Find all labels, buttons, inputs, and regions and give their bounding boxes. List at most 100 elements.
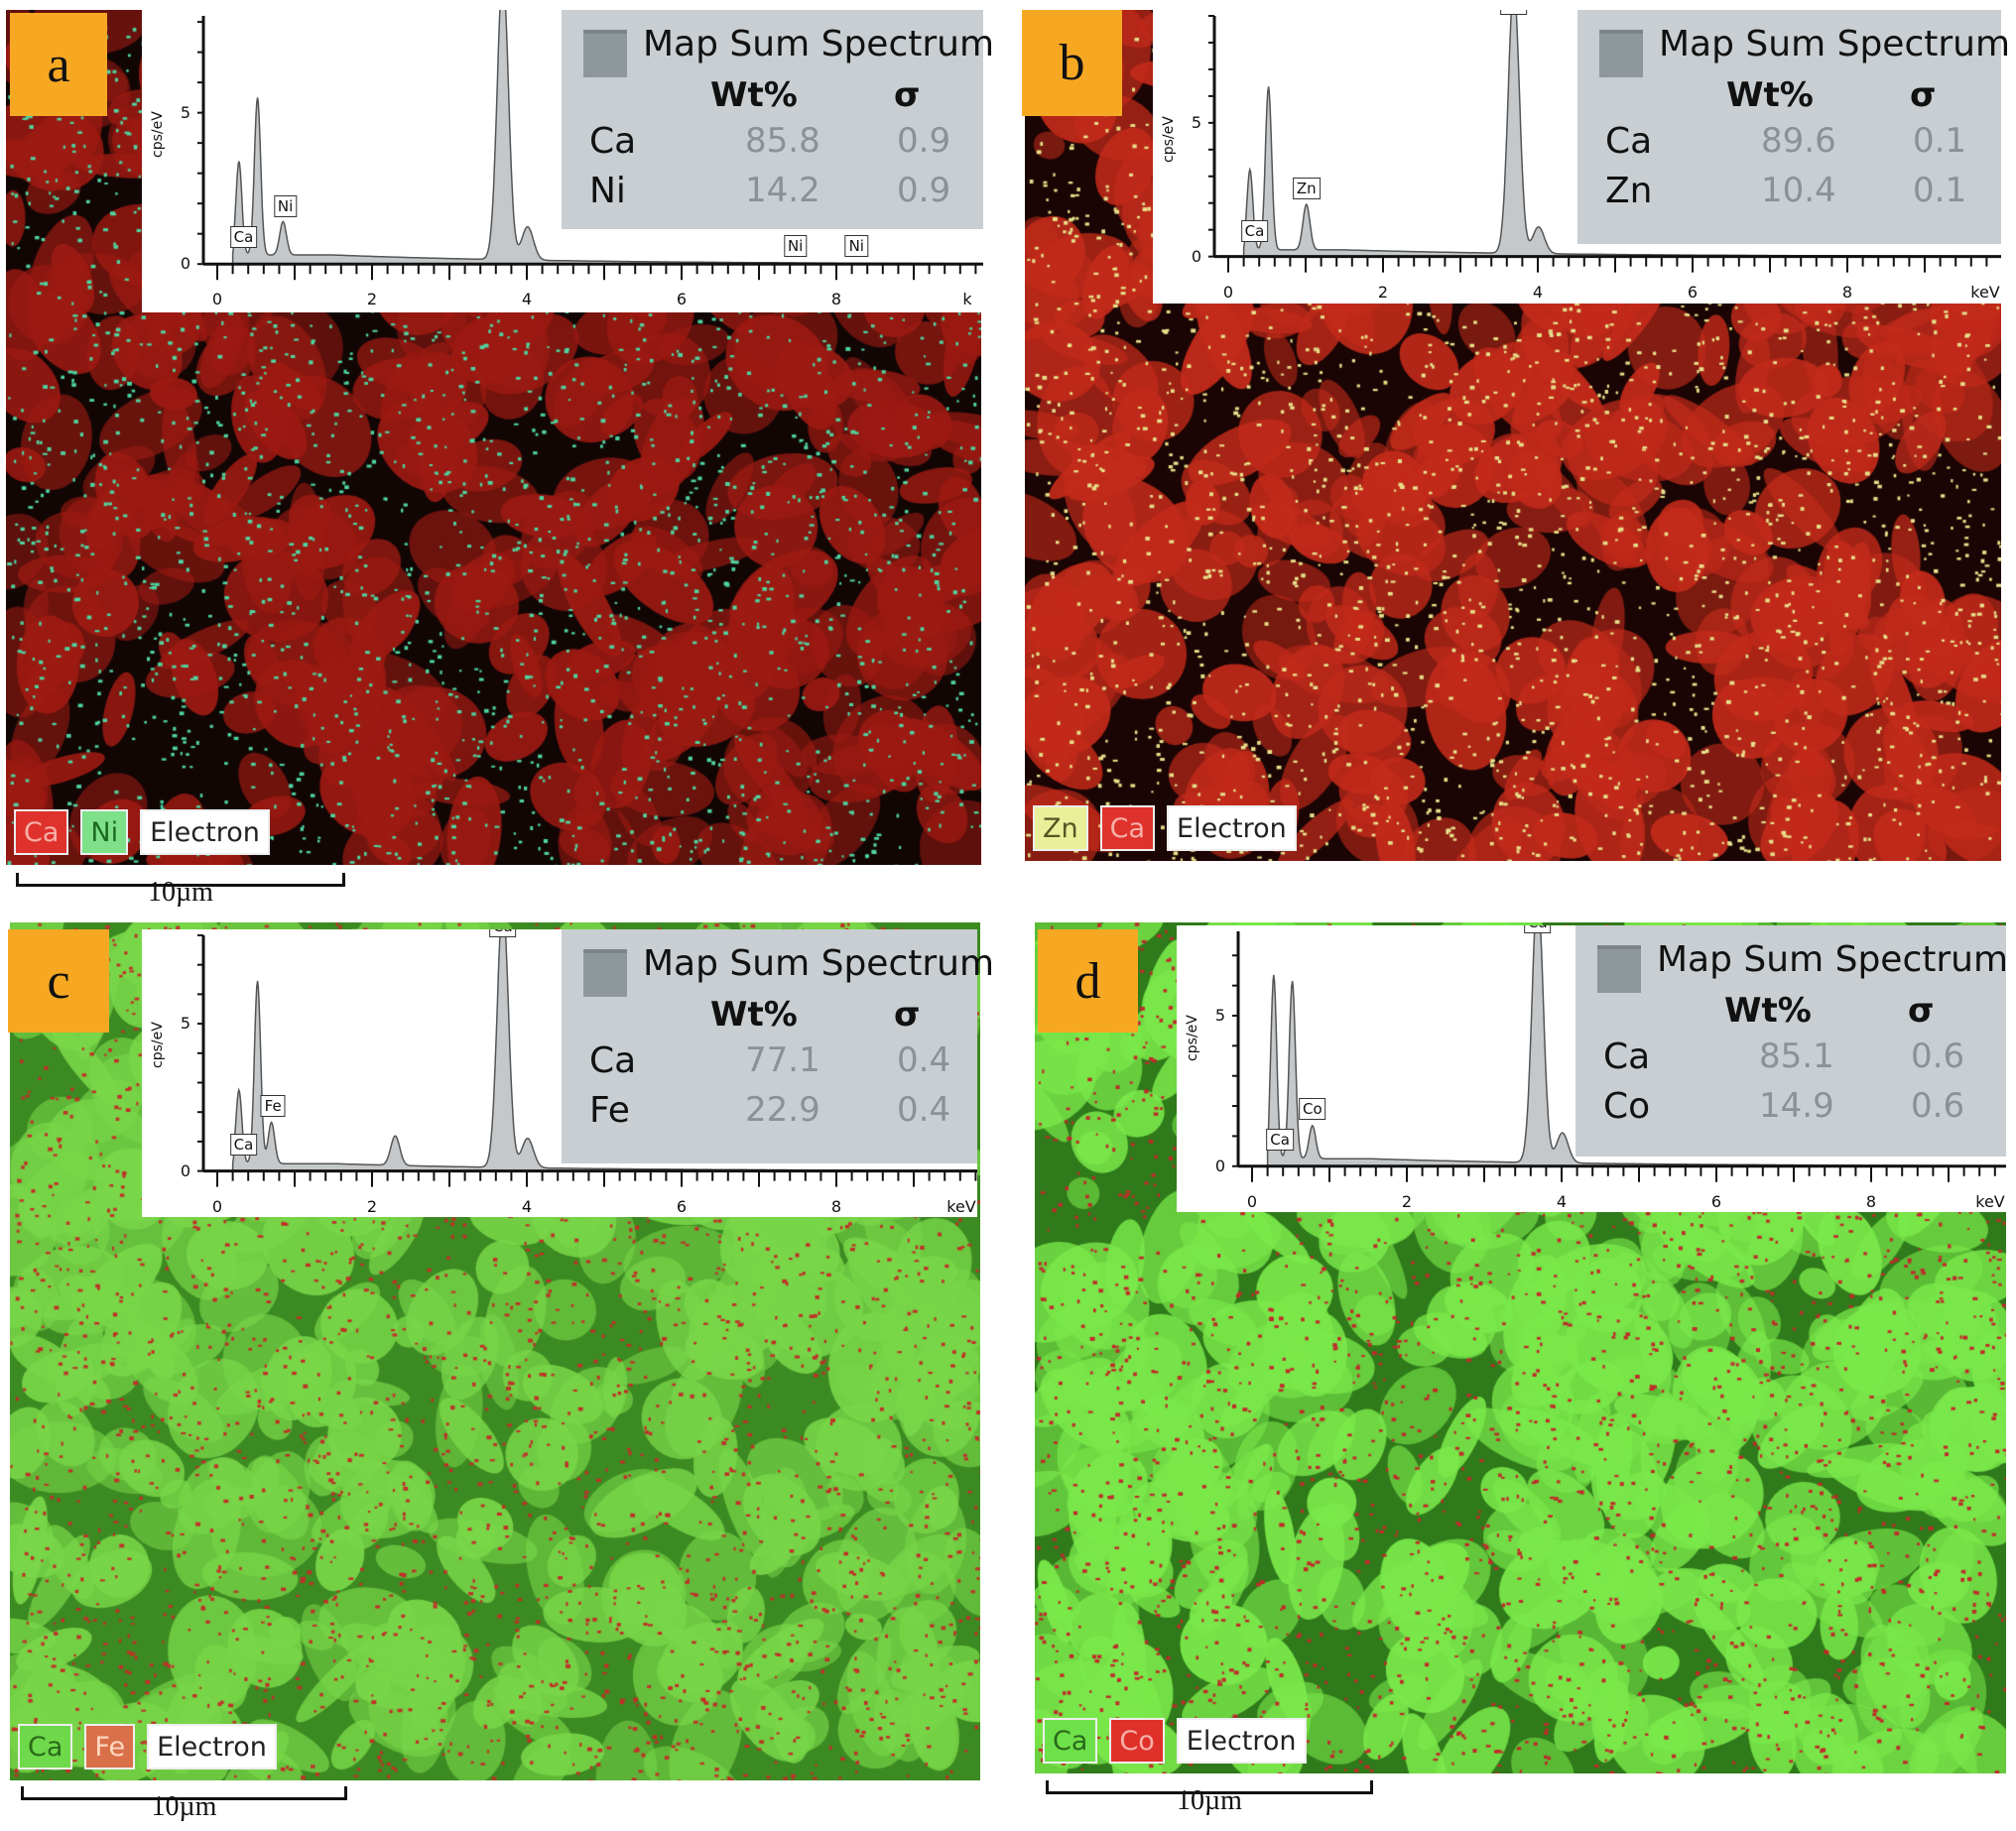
map-legend-chips: Zn Ca Electron [1033,805,1297,851]
peak-label: Ca [229,1133,258,1156]
x-tick-label: 4 [1532,282,1544,302]
legend-c: Map Sum Spectrum Wt% σ Ca 77.1 0.4 Fe 22.9 0.4 [562,929,994,1163]
legend-b: Map Sum Spectrum Wt% σ Ca 89.6 0.1 Zn 10.4 0.1 [1577,10,2010,244]
wt-value: 89.6 [1761,121,1836,161]
x-tick-label: 4 [521,290,533,309]
x-tick-label: 8 [1865,1191,1877,1211]
map-layer-chip-fe[interactable]: Fe [84,1724,136,1770]
map-layer-chip-ni[interactable]: Ni [80,809,129,855]
scale-label: 10µm [151,1791,217,1822]
scale-label: 10µm [1177,1785,1242,1816]
sigma-value: 0.4 [897,1040,951,1080]
map-layer-chip-electron[interactable]: Electron [1167,805,1297,851]
peak-label: Ca [1499,10,1528,15]
x-tick-label: 4 [1556,1191,1568,1211]
x-axis-label: k [962,290,972,309]
wt-header: Wt% [710,995,798,1035]
y-axis-label: cps/eV [150,1021,166,1068]
x-tick-label: 8 [830,1196,842,1216]
x-tick-label: 2 [1377,282,1389,302]
legend-title: Map Sum Spectrum [643,24,995,64]
y-axis-label: cps/eV [150,111,166,159]
peak-label: Ca [488,929,517,937]
spectrum-plot [1232,925,2006,1182]
element-name: Ca [1603,1037,1651,1077]
legend-title: Map Sum Spectrum [1659,24,2011,64]
scale-label: 10µm [148,877,213,908]
x-tick-label: 8 [830,290,842,309]
element-name: Co [1603,1086,1651,1127]
y-axis-label: cps/eV [1161,116,1177,164]
sigma-header: σ [1910,75,1937,115]
wt-header: Wt% [1726,75,1814,115]
sigma-value: 0.9 [897,121,951,161]
spectrum-plot [197,10,983,281]
wt-value: 85.8 [745,121,820,161]
panel-label: d [1038,929,1138,1033]
peak-label: Ca [229,225,258,248]
peak-label: Ni [783,235,808,258]
spectrum-swatch-icon [583,30,627,77]
element-name: Zn [1605,171,1653,211]
sigma-value: 0.4 [897,1090,951,1130]
sigma-value: 0.1 [1913,121,1967,161]
peak-label: Ni [273,195,298,218]
sigma-value: 0.1 [1913,171,1967,210]
y-tick-label: 5 [180,102,191,122]
map-layer-chip-ca[interactable]: Ca [1043,1718,1098,1764]
x-tick-label: 6 [1687,282,1699,302]
peak-label: Ca [1266,1128,1294,1151]
scale-bar [21,1786,347,1800]
sigma-header: σ [894,75,921,115]
y-tick-label: 5 [180,1014,191,1034]
x-tick-label: 0 [1222,282,1234,302]
wt-value: 14.2 [745,171,820,210]
peak-label: Co [1299,1098,1326,1121]
wt-header: Wt% [1724,991,1812,1031]
peak-label: Ca [1523,925,1552,934]
map-legend-chips: Ca Ni Electron [14,809,270,855]
element-name: Ca [1605,121,1653,162]
peak-label: Fe [260,1095,286,1118]
map-layer-chip-zn[interactable]: Zn [1033,805,1088,851]
map-layer-chip-electron[interactable]: Electron [147,1724,277,1770]
map-layer-chip-ca[interactable]: Ca [18,1724,73,1770]
sigma-value: 0.9 [897,171,951,210]
wt-value: 85.1 [1759,1037,1834,1076]
spectrum-swatch-icon [583,949,627,997]
map-layer-chip-electron[interactable]: Electron [1176,1718,1307,1764]
sigma-header: σ [894,995,921,1035]
peak-label: Zn [1292,177,1321,199]
scale-bar [1046,1780,1373,1794]
element-name: Ca [589,121,637,162]
x-tick-label: 0 [211,1196,223,1216]
x-tick-label: 6 [1710,1191,1722,1211]
x-tick-label: 0 [211,290,223,309]
sigma-value: 0.6 [1911,1037,1965,1076]
map-layer-chip-co[interactable]: Co [1109,1718,1165,1764]
y-axis-label: cps/eV [1185,1014,1200,1061]
map-layer-chip-ca[interactable]: Ca [14,809,69,855]
legend-title: Map Sum Spectrum [1657,939,2009,980]
wt-value: 14.9 [1759,1086,1834,1126]
map-layer-chip-electron[interactable]: Electron [140,809,270,855]
x-tick-label: 6 [676,1196,688,1216]
element-name: Ni [589,171,626,211]
y-tick-label: 0 [1191,246,1202,266]
element-name: Ca [589,1040,637,1081]
x-tick-label: 8 [1841,282,1853,302]
y-tick-label: 5 [1214,1005,1226,1025]
y-tick-label: 0 [1214,1156,1226,1175]
spectrum-swatch-icon [1599,30,1643,77]
x-tick-label: 2 [366,1196,378,1216]
panel-label: b [1022,10,1122,116]
sigma-header: σ [1908,991,1935,1031]
y-tick-label: 0 [180,1160,191,1180]
map-layer-chip-ca[interactable]: Ca [1099,805,1156,851]
y-tick-label: 5 [1191,112,1202,132]
y-tick-label: 0 [180,254,191,274]
